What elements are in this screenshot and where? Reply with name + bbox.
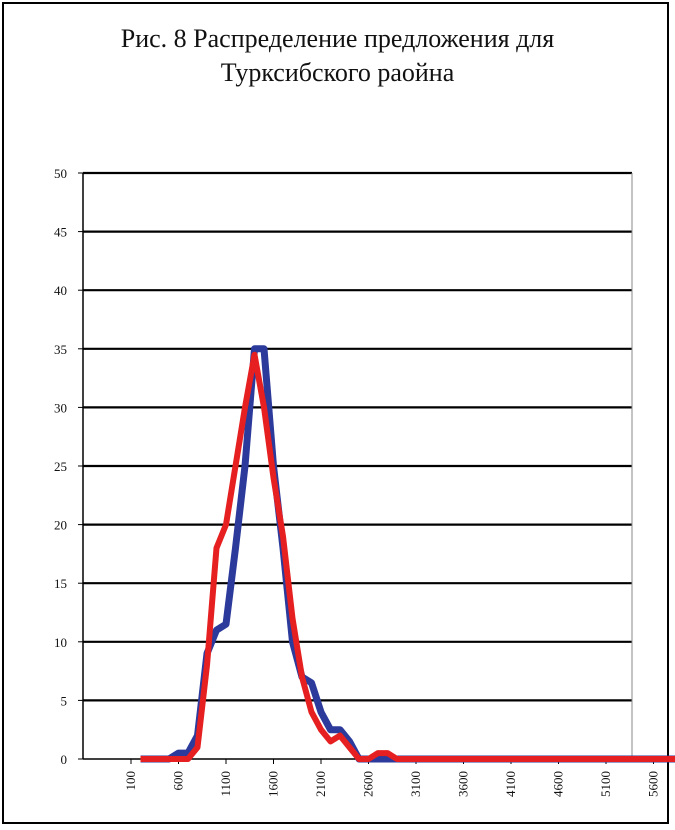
x-tick-label-3600: 3600 bbox=[456, 771, 471, 797]
x-tick-label-1600: 1600 bbox=[266, 771, 281, 797]
series-line-2 bbox=[140, 351, 675, 762]
grid-lines bbox=[83, 171, 632, 702]
x-tick-label-4600: 4600 bbox=[551, 771, 566, 797]
x-tick-label-2600: 2600 bbox=[361, 771, 376, 797]
axes bbox=[78, 172, 654, 764]
y-tick-label-25: 25 bbox=[54, 459, 67, 474]
y-tick-label-45: 45 bbox=[54, 225, 67, 240]
y-tick-label-30: 30 bbox=[54, 400, 67, 415]
chart-title-line2: Турксибского раойна bbox=[220, 58, 455, 87]
chart-frame bbox=[2, 2, 669, 824]
y-tick-label-50: 50 bbox=[54, 166, 67, 181]
x-tick-label-5600: 5600 bbox=[646, 771, 661, 797]
x-tick-label-3100: 3100 bbox=[408, 771, 423, 797]
x-tick-label-100: 100 bbox=[123, 771, 138, 791]
x-tick-label-5100: 5100 bbox=[598, 771, 613, 797]
y-tick-label-15: 15 bbox=[54, 576, 67, 591]
chart-title: Рис. 8 Распределение предложения для Тур… bbox=[0, 22, 675, 90]
y-tick-label-35: 35 bbox=[54, 342, 67, 357]
chart-title-line1: Рис. 8 Распределение предложения для bbox=[120, 24, 555, 53]
y-tick-label-40: 40 bbox=[54, 283, 67, 298]
x-tick-label-1100: 1100 bbox=[218, 771, 233, 797]
x-tick-labels: 100 600 1100 1600 2100 2600 3100 3600 4100 4600 51… bbox=[123, 771, 661, 797]
y-tick-labels: 0 5 10 15 20 25 30 35 40 45 50 bbox=[54, 166, 67, 767]
x-tick-label-600: 600 bbox=[171, 771, 186, 791]
y-tick-label-20: 20 bbox=[54, 518, 67, 533]
series-line-1 bbox=[140, 345, 675, 763]
y-tick-label-10: 10 bbox=[54, 635, 67, 650]
y-tick-label-0: 0 bbox=[61, 752, 68, 767]
series-group bbox=[140, 345, 675, 763]
y-tick-label-5: 5 bbox=[61, 693, 68, 708]
x-tick-label-2100: 2100 bbox=[313, 771, 328, 797]
x-tick-label-4100: 4100 bbox=[503, 771, 518, 797]
